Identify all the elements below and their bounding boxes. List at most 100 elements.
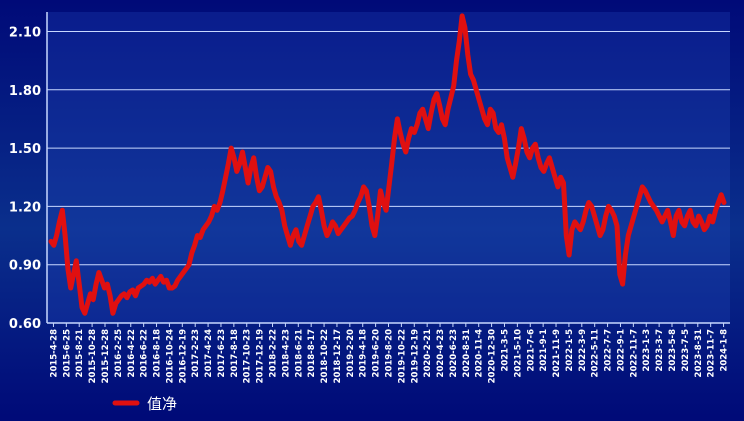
x-tick-label: 2020-12-30 — [488, 329, 498, 383]
data-point — [317, 195, 321, 199]
data-point — [404, 150, 408, 154]
y-tick-label: 1.50 — [9, 142, 41, 157]
data-point — [280, 208, 284, 212]
x-tick-label: 2019-2-20 — [346, 329, 356, 378]
data-point — [649, 200, 653, 204]
data-point — [398, 131, 402, 135]
data-point — [100, 278, 104, 282]
data-point — [660, 220, 664, 224]
data-point — [480, 107, 484, 111]
x-tick-label: 2015-6-25 — [62, 329, 72, 378]
data-point — [393, 136, 397, 140]
data-point — [328, 228, 332, 232]
x-tick-label: 2018-6-21 — [294, 329, 304, 378]
data-point — [136, 286, 140, 290]
data-point — [601, 228, 605, 232]
x-tick-label: 2021-5-10 — [513, 329, 523, 378]
data-point — [688, 208, 692, 212]
data-point — [221, 189, 225, 193]
data-point — [167, 286, 171, 290]
data-point — [162, 280, 166, 284]
x-tick-label: 2019-8-20 — [385, 329, 395, 378]
data-point — [336, 232, 340, 236]
data-point — [607, 204, 611, 208]
y-tick-label: 0.90 — [9, 259, 41, 274]
data-point — [103, 286, 107, 290]
x-tick-label: 2018-8-17 — [307, 329, 317, 378]
x-tick-label: 2017-4-24 — [204, 329, 214, 378]
x-tick-label: 2017-8-18 — [230, 329, 240, 378]
x-tick-label: 2017-2-23 — [191, 329, 201, 378]
x-tick-label: 2021-7-6 — [526, 329, 536, 372]
x-tick-label: 2015-12-28 — [101, 329, 111, 383]
data-point — [421, 107, 425, 111]
axis-layer — [46, 12, 730, 327]
data-point — [618, 272, 622, 276]
data-point — [471, 78, 475, 82]
data-point — [128, 290, 132, 294]
data-point — [243, 166, 247, 169]
data-point — [680, 220, 684, 224]
x-tick-label: 2018-2-22 — [269, 329, 279, 378]
data-point — [429, 111, 433, 115]
data-point — [142, 282, 146, 286]
x-tick-label: 2017-10-23 — [243, 329, 253, 383]
data-point — [663, 214, 667, 218]
data-point — [238, 162, 242, 166]
data-point — [533, 142, 537, 146]
data-point — [587, 200, 591, 204]
legend: 值净 — [112, 395, 177, 413]
data-point — [364, 189, 368, 193]
data-point — [674, 214, 678, 218]
data-point — [255, 175, 259, 179]
data-point — [657, 214, 661, 218]
data-point — [668, 220, 672, 224]
x-tick-label: 2022-9-1 — [616, 329, 626, 372]
data-point — [305, 224, 309, 228]
x-tick-label: 2022-5-11 — [591, 329, 601, 378]
data-point — [117, 298, 121, 302]
data-point — [57, 220, 61, 224]
data-point — [294, 228, 298, 232]
data-point — [415, 123, 419, 127]
data-point — [573, 220, 577, 224]
data-point — [576, 224, 580, 228]
data-point — [390, 162, 394, 166]
x-tick-label: 2023-8-31 — [694, 329, 704, 378]
data-point — [187, 263, 191, 267]
data-point — [133, 294, 137, 298]
data-point — [635, 204, 639, 208]
data-point — [300, 243, 304, 247]
data-point — [609, 208, 613, 212]
x-tick-label: 2015-10-28 — [88, 329, 98, 383]
data-point — [263, 175, 267, 179]
data-point — [179, 274, 183, 278]
data-point — [536, 156, 540, 160]
data-point — [207, 220, 211, 224]
data-point — [632, 214, 636, 218]
data-point — [671, 234, 675, 238]
data-point — [215, 208, 219, 212]
data-point — [584, 208, 588, 212]
data-point — [184, 267, 188, 271]
data-point — [376, 214, 380, 218]
data-point — [561, 181, 565, 185]
data-point — [432, 97, 436, 101]
data-point — [654, 208, 658, 212]
y-tick-label: 1.20 — [9, 200, 41, 215]
grid-layer — [47, 12, 730, 323]
data-point — [212, 204, 216, 208]
data-point — [409, 127, 413, 131]
data-point — [325, 234, 329, 238]
data-point — [260, 185, 264, 189]
data-point — [145, 278, 149, 282]
data-point — [114, 302, 118, 306]
data-point — [626, 234, 630, 238]
x-tick-label: 2023-5-8 — [668, 329, 678, 372]
data-point — [457, 39, 461, 43]
x-tick-label: 2023-1-3 — [642, 329, 652, 372]
data-point — [97, 270, 101, 274]
data-point — [542, 169, 546, 173]
data-point — [226, 162, 230, 166]
data-point — [477, 97, 481, 101]
